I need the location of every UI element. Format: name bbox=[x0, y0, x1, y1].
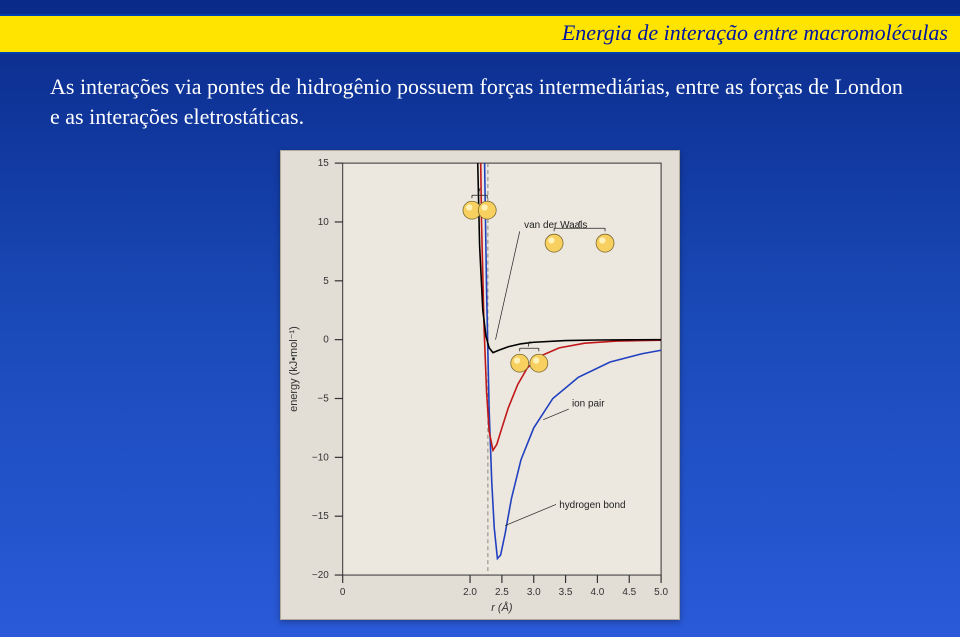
svg-text:4.0: 4.0 bbox=[590, 587, 604, 598]
header-title: Energia de interação entre macromolécula… bbox=[562, 20, 948, 46]
body-paragraph: As interações via pontes de hidrogênio p… bbox=[50, 72, 910, 131]
energy-chart: −20 −15 −10 −5 0 5 10 15 0 2.0 2.5 3.0 3.5 4.0 4.5 5.0 e… bbox=[280, 150, 680, 620]
svg-text:ion pair: ion pair bbox=[572, 399, 605, 410]
svg-text:3.5: 3.5 bbox=[559, 587, 573, 598]
svg-text:5: 5 bbox=[323, 276, 329, 287]
svg-text:15: 15 bbox=[318, 158, 330, 169]
svg-text:0: 0 bbox=[340, 587, 346, 598]
svg-text:−20: −20 bbox=[312, 570, 329, 581]
header-band: Energia de interação entre macromolécula… bbox=[0, 14, 960, 54]
svg-text:5.0: 5.0 bbox=[654, 587, 668, 598]
svg-text:r (Å): r (Å) bbox=[491, 601, 512, 614]
svg-text:−15: −15 bbox=[312, 511, 329, 522]
svg-text:10: 10 bbox=[318, 217, 330, 228]
svg-text:hydrogen bond: hydrogen bond bbox=[559, 500, 625, 511]
svg-text:4.5: 4.5 bbox=[622, 587, 636, 598]
svg-text:2.0: 2.0 bbox=[463, 587, 477, 598]
svg-text:energy (kJ•mol⁻¹): energy (kJ•mol⁻¹) bbox=[288, 326, 300, 412]
svg-text:3.0: 3.0 bbox=[527, 587, 541, 598]
svg-text:2.5: 2.5 bbox=[495, 587, 509, 598]
svg-text:0: 0 bbox=[323, 335, 329, 346]
svg-text:−10: −10 bbox=[312, 452, 329, 463]
chart-svg: −20 −15 −10 −5 0 5 10 15 0 2.0 2.5 3.0 3.5 4.0 4.5 5.0 e… bbox=[281, 151, 679, 619]
svg-text:−5: −5 bbox=[317, 393, 329, 404]
